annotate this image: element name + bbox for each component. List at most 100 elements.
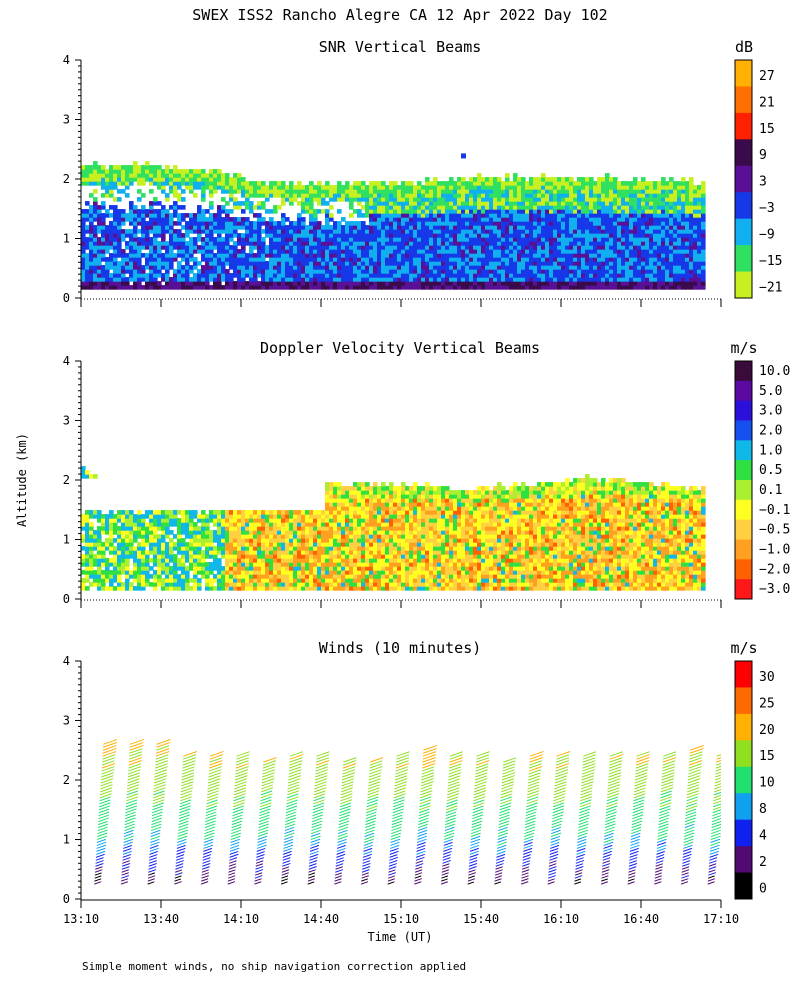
colorbar-swatch [735,60,752,87]
x-axis-label: Time (UT) [367,930,432,944]
colorbar-label: 30 [759,670,775,685]
colorbar-label: 2 [759,855,767,870]
colorbar-label: −0.5 [759,523,790,538]
colorbar-swatch [735,846,752,873]
x-tick-label: 16:40 [623,912,659,926]
colorbar-label: −15 [759,254,782,269]
colorbar-label: 3 [759,175,767,190]
colorbar-label: −21 [759,280,782,295]
snr-colorbar: 27 21 15 9 3 −3 −9 −15 −21 [735,60,782,299]
winds-panel-title: Winds (10 minutes) [319,639,482,657]
colorbar-swatch [735,480,752,500]
colorbar-swatch [735,661,752,688]
x-tick-label: 16:10 [543,912,579,926]
colorbar-label: 9 [759,148,767,163]
colorbar-label: 4 [759,829,767,844]
colorbar-label: 10.0 [759,364,790,379]
colorbar-label: 25 [759,696,775,711]
winds-panel: Winds (10 minutes) 0 1 2 3 4 13:10 13:40 14:10 1… [63,639,775,926]
colorbar-label: 21 [759,95,775,110]
y-tick-label: 0 [63,892,70,906]
colorbar-label: −9 [759,228,775,243]
colorbar-swatch [735,113,752,140]
winds-field [94,739,729,884]
colorbar-swatch [735,192,752,219]
colorbar-swatch [735,245,752,272]
colorbar-swatch [735,714,752,741]
y-tick-label: 4 [63,53,70,67]
colorbar-label: 0.1 [759,483,782,498]
colorbar-label: 5.0 [759,384,782,399]
colorbar-swatch [735,86,752,113]
x-tick-label: 13:40 [143,912,179,926]
colorbar-swatch [735,401,752,421]
y-tick-label: 3 [63,714,70,728]
x-tick-label: 15:40 [463,912,499,926]
colorbar-label: −0.1 [759,503,790,518]
colorbar-swatch [735,579,752,599]
colorbar-label: 15 [759,122,775,137]
colorbar-swatch [735,219,752,246]
y-tick-label: 2 [63,473,70,487]
colorbar-label: 2.0 [759,423,782,438]
colorbar-swatch [735,740,752,767]
colorbar-label: 3.0 [759,404,782,419]
y-tick-label: 2 [63,172,70,186]
colorbar-label: 10 [759,776,775,791]
y-tick-label: 1 [63,232,70,246]
colorbar-label: −1.0 [759,542,790,557]
colorbar-label: 20 [759,723,775,738]
colorbar-label: 1.0 [759,443,782,458]
colorbar-swatch [735,540,752,560]
colorbar-swatch [735,272,752,299]
y-tick-label: 4 [63,654,70,668]
colorbar-swatch [735,361,752,381]
colorbar-swatch [735,139,752,166]
colorbar-swatch [735,440,752,460]
colorbar-swatch [735,559,752,579]
figure-title: SWEX ISS2 Rancho Alegre CA 12 Apr 2022 D… [192,6,607,24]
x-tick-label: 14:40 [303,912,339,926]
colorbar-swatch [735,500,752,520]
doppler-colorbar: 10.05.03.02.01.00.50.1−0.1−0.5−1.0−2.0−3… [735,361,790,600]
colorbar-label: 15 [759,749,775,764]
y-tick-label: 0 [63,291,70,305]
colorbar-label: 27 [759,69,775,84]
snr-field [81,153,706,289]
colorbar-swatch [735,421,752,441]
colorbar-swatch [735,820,752,847]
colorbar-swatch [735,381,752,401]
colorbar-swatch [735,460,752,480]
y-tick-label: 4 [63,354,70,368]
colorbar-swatch [735,520,752,540]
doppler-colorbar-unit: m/s [730,339,757,357]
y-tick-label: 1 [63,833,70,847]
colorbar-swatch [735,793,752,820]
y-tick-label: 3 [63,113,70,127]
y-axis-label: Altitude (km) [15,433,29,527]
winds-colorbar-unit: m/s [730,639,757,657]
footnote: Simple moment winds, no ship navigation … [82,960,466,973]
x-tick-label: 15:10 [383,912,419,926]
colorbar-label: 8 [759,802,767,817]
colorbar-swatch [735,166,752,193]
colorbar-label: −2.0 [759,562,790,577]
snr-colorbar-unit: dB [735,38,753,56]
colorbar-label: −3.0 [759,582,790,597]
colorbar-swatch [735,767,752,794]
y-tick-label: 2 [63,773,70,787]
y-tick-label: 1 [63,533,70,547]
colorbar-label: 0 [759,881,767,896]
colorbar-label: −3 [759,201,775,216]
doppler-panel-title: Doppler Velocity Vertical Beams [260,339,540,357]
doppler-field [81,466,706,591]
y-tick-label: 0 [63,592,70,606]
x-tick-label: 13:10 [63,912,99,926]
x-tick-label: 14:10 [223,912,259,926]
x-tick-label: 17:10 [703,912,739,926]
